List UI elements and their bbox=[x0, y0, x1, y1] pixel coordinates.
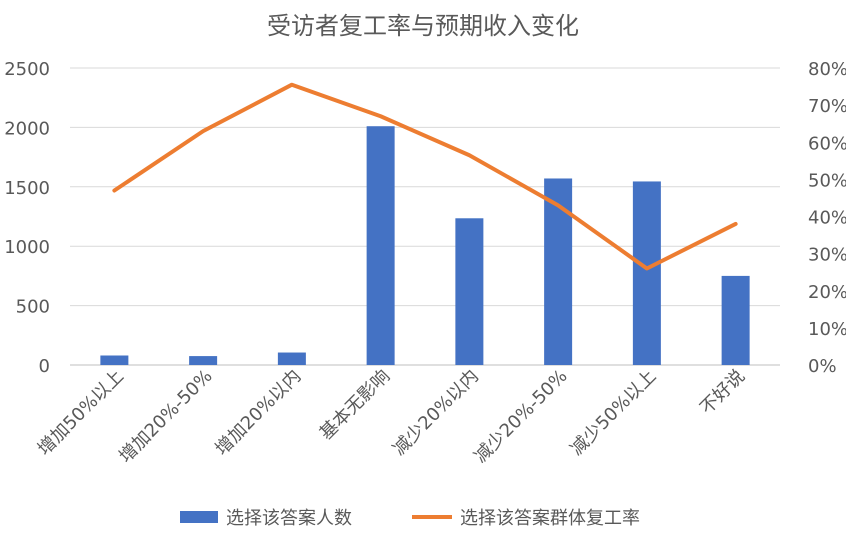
right-tick-label: 0% bbox=[808, 356, 837, 377]
bar-series bbox=[100, 126, 750, 365]
legend-swatch-bar bbox=[180, 511, 218, 523]
left-tick-label: 2500 bbox=[4, 59, 50, 80]
category-label: 增加20%以内 bbox=[211, 366, 305, 460]
bar bbox=[189, 356, 218, 365]
bar bbox=[721, 275, 750, 365]
category-label: 增加20%-50% bbox=[115, 366, 216, 467]
legend-label-line: 选择该答案群体复工率 bbox=[460, 508, 640, 529]
bar bbox=[100, 355, 129, 365]
chart-title: 受访者复工率与预期收入变化 bbox=[267, 12, 579, 40]
left-tick-label: 1000 bbox=[4, 237, 50, 258]
gridlines bbox=[70, 67, 780, 366]
bar bbox=[277, 352, 306, 365]
bar bbox=[366, 126, 395, 365]
line-series bbox=[112, 82, 738, 271]
category-label: 不好说 bbox=[696, 366, 749, 419]
right-axis: 0% 10% 20% 30% 40% 50% 60% 70% 80% bbox=[808, 59, 846, 377]
category-label: 减少50%以上 bbox=[566, 366, 660, 460]
category-label: 增加50%以上 bbox=[34, 366, 128, 460]
left-tick-label: 500 bbox=[16, 297, 50, 318]
category-label: 减少20%-50% bbox=[470, 366, 571, 467]
right-tick-label: 20% bbox=[808, 282, 846, 303]
right-tick-label: 60% bbox=[808, 133, 846, 154]
left-tick-label: 1500 bbox=[4, 178, 50, 199]
legend-label-bar: 选择该答案人数 bbox=[226, 508, 352, 529]
category-label: 减少20%以内 bbox=[389, 366, 483, 460]
right-tick-label: 10% bbox=[808, 319, 846, 340]
right-tick-label: 80% bbox=[808, 59, 846, 80]
right-tick-label: 70% bbox=[808, 96, 846, 117]
legend: 选择该答案人数 选择该答案群体复工率 bbox=[180, 508, 640, 529]
series-line bbox=[112, 82, 738, 271]
left-tick-label: 2000 bbox=[4, 118, 50, 139]
bar bbox=[455, 218, 484, 365]
bar bbox=[632, 181, 661, 365]
right-tick-label: 30% bbox=[808, 245, 846, 266]
right-tick-label: 40% bbox=[808, 208, 846, 229]
left-axis: 0 500 1000 1500 2000 2500 bbox=[4, 59, 50, 377]
left-tick-label: 0 bbox=[39, 356, 50, 377]
right-tick-label: 50% bbox=[808, 170, 846, 191]
category-label: 基本无影响 bbox=[316, 366, 394, 444]
